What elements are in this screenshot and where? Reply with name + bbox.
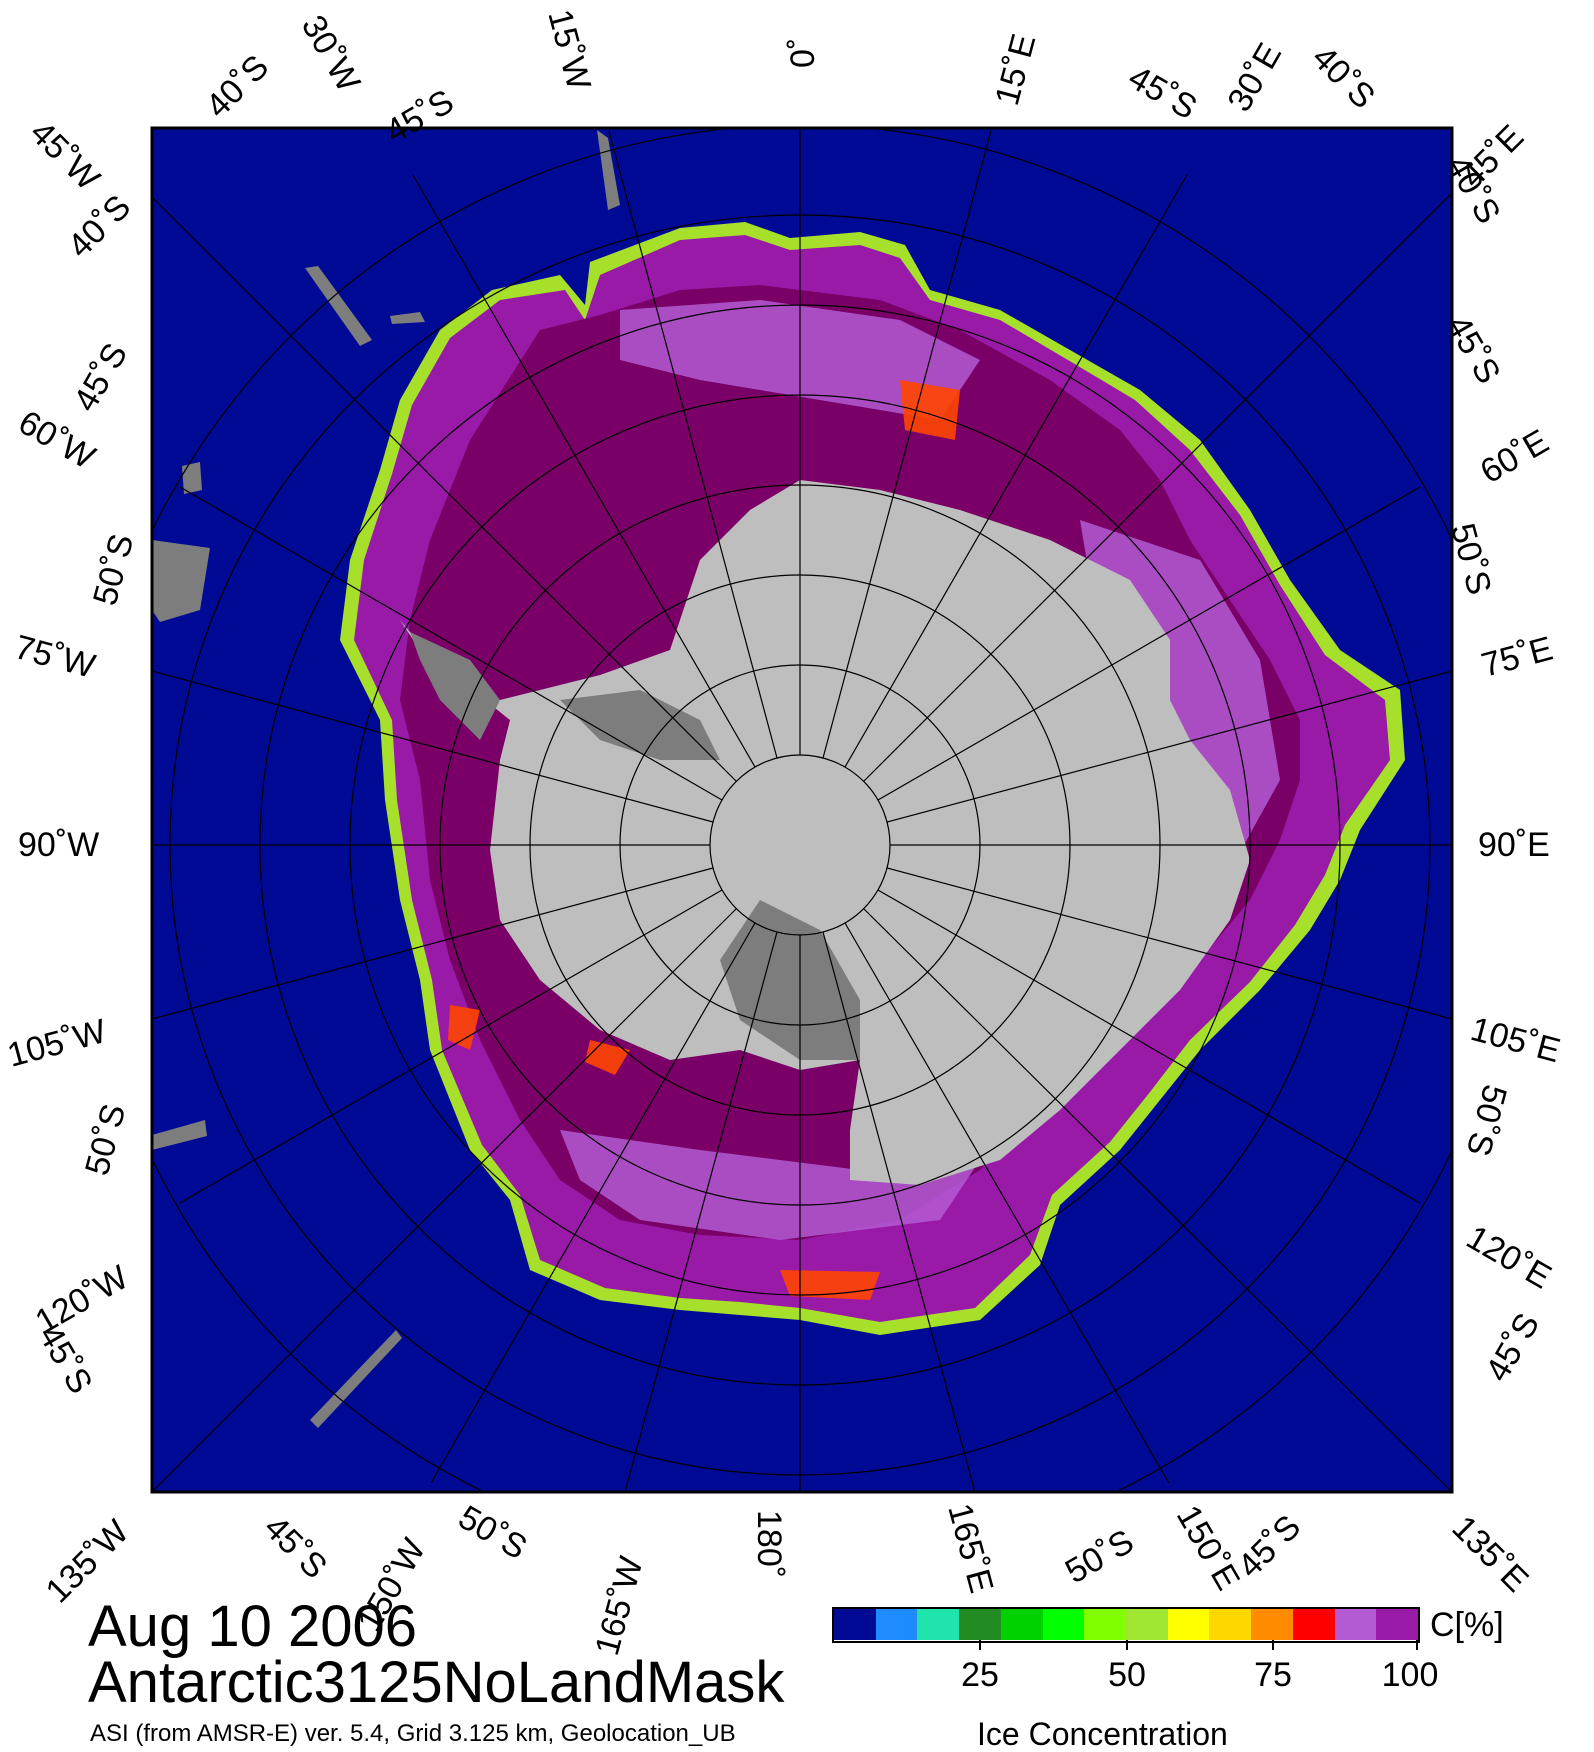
color-bar-label: 25	[961, 1656, 999, 1694]
meridian-105e	[886, 867, 1452, 1020]
new-zealand-north	[152, 1120, 207, 1150]
label-left-90w: 90˚W	[18, 826, 100, 864]
label-bottom-180: 180˚	[750, 1510, 788, 1579]
meridian-120w	[179, 889, 723, 1204]
meridian-135e	[863, 908, 1452, 1492]
color-bar-frame	[832, 1607, 1420, 1643]
color-bar-unit: C[%]	[1430, 1606, 1504, 1644]
meridian-45w	[152, 196, 737, 782]
weddell-ice-shelf	[560, 690, 720, 760]
meridian-105w	[152, 867, 714, 1020]
color-bar-segment	[1042, 1608, 1085, 1640]
color-bar-segment	[1209, 1608, 1252, 1640]
graticule	[152, 128, 1452, 1492]
falklands-island	[390, 312, 425, 324]
meridian-45e	[863, 192, 1452, 782]
meridian-75e	[886, 670, 1452, 823]
color-bar-segment	[834, 1608, 876, 1640]
color-bar-tick	[979, 1640, 981, 1650]
color-bar-label: 50	[1108, 1656, 1146, 1694]
label-top-0: 0˚	[784, 37, 822, 68]
meridian-75w	[152, 670, 714, 823]
meridian-150w	[430, 922, 756, 1484]
meridian-120e	[877, 889, 1421, 1204]
color-bar-label: 75	[1254, 1656, 1292, 1694]
color-bar-segment	[959, 1608, 1002, 1640]
label-right-90e: 90˚E	[1478, 826, 1550, 864]
antarctica-landmass	[400, 480, 1250, 1185]
color-bar-label: 100	[1381, 1656, 1439, 1694]
meridian-135w	[152, 908, 737, 1492]
meridian-15e	[822, 130, 992, 759]
color-bar-segment	[1000, 1608, 1043, 1640]
color-bar-segment	[1334, 1608, 1377, 1640]
color-bar-segment	[1126, 1608, 1168, 1640]
color-bar-segment	[1251, 1608, 1294, 1640]
color-bar-segment	[1292, 1608, 1335, 1640]
meridian-150e	[844, 922, 1170, 1484]
south-sandwich-island	[305, 266, 372, 346]
color-bar-tick	[1416, 1640, 1418, 1650]
sea-ice-light-patches	[560, 300, 1280, 1240]
color-bar-segment	[917, 1608, 960, 1640]
color-bar-segment	[875, 1608, 918, 1640]
meridian-165w	[624, 931, 778, 1492]
meridian-30w	[412, 174, 756, 768]
color-bar-tick	[1126, 1640, 1128, 1650]
map-frame	[150, 126, 1454, 1494]
south-georgia-island	[597, 130, 620, 210]
date-title: Aug 10 2006	[88, 1594, 417, 1659]
island-west	[182, 462, 202, 494]
color-bar-segment	[1376, 1608, 1419, 1640]
peninsula-shelf	[410, 632, 500, 740]
south-america-tip	[152, 540, 210, 622]
new-zealand-south	[310, 1330, 402, 1428]
color-bar-segment	[1084, 1608, 1127, 1640]
meridian-165e	[822, 931, 976, 1492]
meridian-60e	[877, 486, 1421, 801]
color-bar-segment	[1167, 1608, 1210, 1640]
meridian-30e	[844, 174, 1188, 768]
grid-name-title: Antarctic3125NoLandMask	[88, 1650, 785, 1715]
legend-title: Ice Concentration	[977, 1716, 1228, 1752]
meridian-15w	[608, 130, 778, 759]
meridian-60w	[179, 486, 723, 801]
source-caption: ASI (from AMSR-E) ver. 5.4, Grid 3.125 k…	[90, 1720, 736, 1747]
color-bar-tick	[1272, 1640, 1274, 1650]
